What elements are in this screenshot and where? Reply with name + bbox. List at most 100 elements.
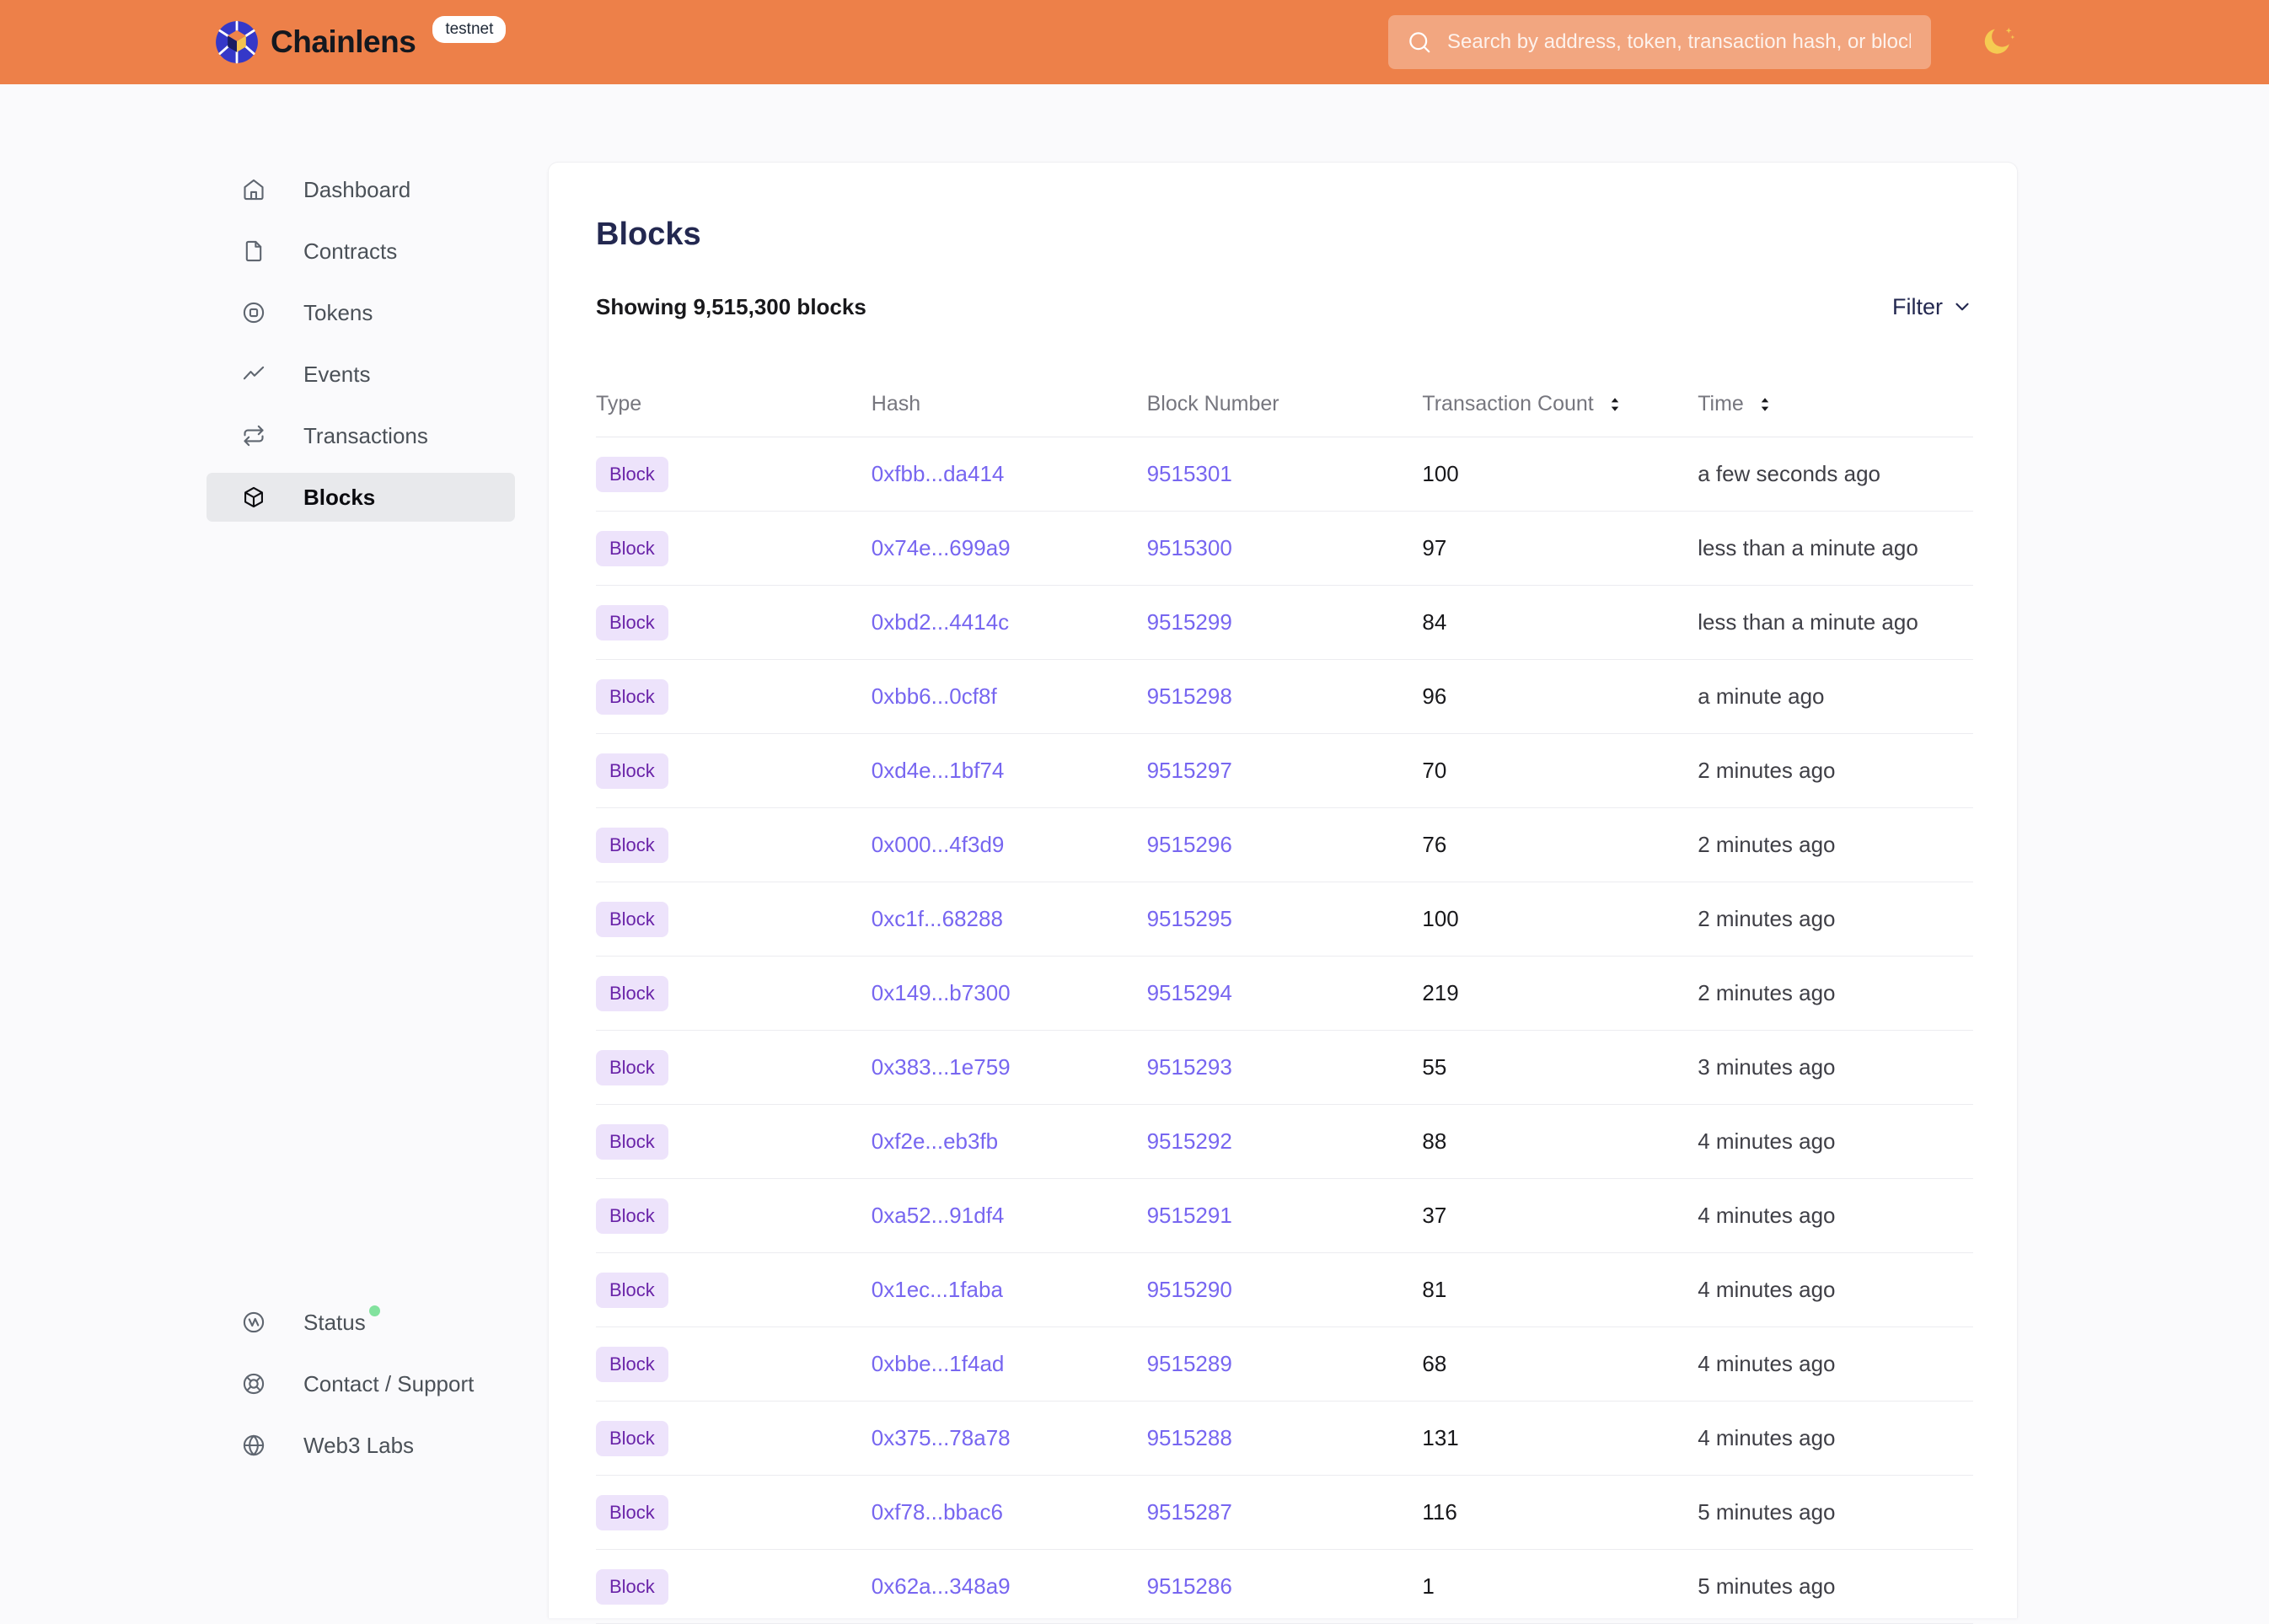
block-number-link[interactable]: 9515288 <box>1146 1425 1232 1450</box>
sidebar-item-label: Contracts <box>303 238 398 264</box>
table-row: Block 0xbd2...4414c 9515299 84 less than… <box>596 586 1973 660</box>
block-number-link[interactable]: 9515299 <box>1146 609 1232 635</box>
cube-icon <box>244 486 263 508</box>
block-hash-link[interactable]: 0xc1f...68288 <box>871 906 1003 931</box>
block-type-badge: Block <box>596 1272 668 1308</box>
blocks-panel: Blocks Showing 9,515,300 blocks Filter T… <box>548 162 2018 1624</box>
sort-icon <box>1761 397 1769 411</box>
transaction-count: 96 <box>1422 683 1447 709</box>
sidebar-item-label: Status <box>303 1309 366 1335</box>
block-hash-link[interactable]: 0xf78...bbac6 <box>871 1499 1003 1525</box>
block-type-badge: Block <box>596 975 668 1011</box>
transaction-count: 76 <box>1422 832 1447 857</box>
home-icon <box>244 179 264 201</box>
sidebar-nav: Dashboard Contracts Tokens Events Transa… <box>207 165 515 534</box>
table-header-row: Type Hash Block Number Transaction Count… <box>596 392 1973 437</box>
blocks-count-summary: Showing 9,515,300 blocks <box>596 294 866 319</box>
block-number-link[interactable]: 9515289 <box>1146 1351 1232 1376</box>
block-hash-link[interactable]: 0xa52...91df4 <box>871 1203 1005 1228</box>
sidebar-item-dashboard[interactable]: Dashboard <box>207 165 515 214</box>
sort-time-button[interactable] <box>1756 395 1774 414</box>
block-type-badge: Block <box>596 1346 668 1382</box>
block-hash-link[interactable]: 0x1ec...1faba <box>871 1277 1003 1302</box>
table-row: Block 0x62a...348a9 9515286 1 5 minutes … <box>596 1550 1973 1624</box>
block-hash-link[interactable]: 0xbbe...1f4ad <box>871 1351 1005 1376</box>
block-hash-link[interactable]: 0xbd2...4414c <box>871 609 1010 635</box>
sidebar-item-label: Blocks <box>303 484 376 510</box>
block-time: a minute ago <box>1698 683 1825 709</box>
block-number-link[interactable]: 9515287 <box>1146 1499 1232 1525</box>
transaction-count: 55 <box>1422 1054 1447 1080</box>
block-time: 2 minutes ago <box>1698 832 1836 857</box>
block-hash-link[interactable]: 0xfbb...da414 <box>871 461 1005 486</box>
block-hash-link[interactable]: 0xbb6...0cf8f <box>871 683 997 709</box>
table-row: Block 0x149...b7300 9515294 219 2 minute… <box>596 957 1973 1031</box>
block-hash-link[interactable]: 0xd4e...1bf74 <box>871 758 1005 783</box>
block-hash-link[interactable]: 0x62a...348a9 <box>871 1573 1011 1599</box>
dark-mode-moon-icon[interactable] <box>1979 24 2016 61</box>
sidebar-item-label: Contact / Support <box>303 1370 475 1396</box>
sidebar-item-contracts[interactable]: Contracts <box>207 227 515 276</box>
network-badge: testnet <box>432 16 507 43</box>
globe-icon <box>243 1434 265 1456</box>
block-hash-link[interactable]: 0x375...78a78 <box>871 1425 1011 1450</box>
block-hash-link[interactable]: 0x383...1e759 <box>871 1054 1011 1080</box>
block-type-badge: Block <box>596 1123 668 1160</box>
table-row: Block 0x74e...699a9 9515300 97 less than… <box>596 512 1973 586</box>
sort-transaction-count-button[interactable] <box>1606 395 1624 414</box>
block-time: 4 minutes ago <box>1698 1128 1836 1154</box>
block-hash-link[interactable]: 0x74e...699a9 <box>871 535 1011 560</box>
search-input[interactable] <box>1446 29 1912 55</box>
sidebar-item-transactions[interactable]: Transactions <box>207 411 515 460</box>
lifebuoy-icon <box>243 1373 265 1395</box>
transaction-count: 116 <box>1422 1499 1457 1525</box>
block-number-link[interactable]: 9515298 <box>1146 683 1232 709</box>
block-number-link[interactable]: 9515297 <box>1146 758 1232 783</box>
sidebar-item-blocks[interactable]: Blocks <box>207 473 515 522</box>
block-number-link[interactable]: 9515300 <box>1146 535 1232 560</box>
block-time: 5 minutes ago <box>1698 1499 1836 1525</box>
page-title: Blocks <box>596 217 701 252</box>
sidebar-item-events[interactable]: Events <box>207 350 515 399</box>
transaction-count: 37 <box>1422 1203 1447 1228</box>
brand[interactable]: Chainlens testnet <box>215 0 507 84</box>
sidebar-item-contact-support[interactable]: Contact / Support <box>207 1359 515 1408</box>
table-body: Block 0xfbb...da414 9515301 100 a few se… <box>596 437 1973 1624</box>
transaction-count: 1 <box>1422 1573 1435 1599</box>
block-time: 2 minutes ago <box>1698 906 1836 931</box>
block-time: a few seconds ago <box>1698 461 1880 486</box>
table-row: Block 0x1ec...1faba 9515290 81 4 minutes… <box>596 1253 1973 1327</box>
block-number-link[interactable]: 9515293 <box>1146 1054 1232 1080</box>
transaction-count: 100 <box>1422 461 1459 486</box>
block-number-link[interactable]: 9515295 <box>1146 906 1232 931</box>
block-number-link[interactable]: 9515301 <box>1146 461 1232 486</box>
sidebar-item-web3-labs[interactable]: Web3 Labs <box>207 1421 515 1470</box>
block-type-badge: Block <box>596 530 668 566</box>
block-time: 3 minutes ago <box>1698 1054 1836 1080</box>
sidebar-item-status[interactable]: Status <box>207 1298 515 1347</box>
chainlens-logo-icon <box>216 20 258 64</box>
sidebar-item-tokens[interactable]: Tokens <box>207 288 515 337</box>
chevron-down-icon <box>1955 303 1969 311</box>
block-time: 4 minutes ago <box>1698 1203 1836 1228</box>
sort-icon <box>1611 397 1618 411</box>
block-number-link[interactable]: 9515291 <box>1146 1203 1232 1228</box>
sidebar-item-label: Web3 Labs <box>303 1432 415 1458</box>
block-number-link[interactable]: 9515292 <box>1146 1128 1232 1154</box>
status-icon <box>243 1311 265 1333</box>
block-number-link[interactable]: 9515286 <box>1146 1573 1232 1599</box>
search-bar[interactable] <box>1388 15 1931 69</box>
column-header-transaction-count: Transaction Count <box>1422 392 1698 416</box>
table-row: Block 0x000...4f3d9 9515296 76 2 minutes… <box>596 808 1973 882</box>
block-number-link[interactable]: 9515296 <box>1146 832 1232 857</box>
filter-button[interactable]: Filter <box>1892 294 1973 320</box>
table-row: Block 0xfbb...da414 9515301 100 a few se… <box>596 437 1973 512</box>
block-type-badge: Block <box>596 1049 668 1085</box>
block-hash-link[interactable]: 0x149...b7300 <box>871 980 1011 1005</box>
sidebar-item-label: Transactions <box>303 422 428 448</box>
block-hash-link[interactable]: 0x000...4f3d9 <box>871 832 1005 857</box>
block-number-link[interactable]: 9515290 <box>1146 1277 1232 1302</box>
block-hash-link[interactable]: 0xf2e...eb3fb <box>871 1128 999 1154</box>
block-number-link[interactable]: 9515294 <box>1146 980 1232 1005</box>
block-time: 4 minutes ago <box>1698 1425 1836 1450</box>
